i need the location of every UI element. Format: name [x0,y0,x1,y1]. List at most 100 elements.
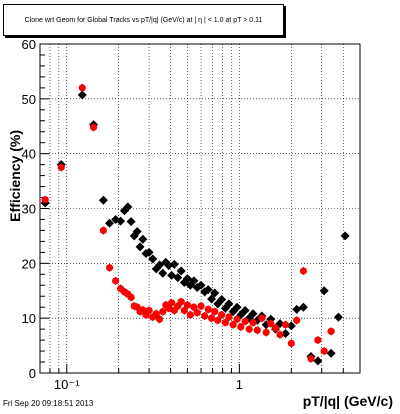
red-series-point [180,306,188,315]
circle-marker [211,307,219,316]
black-series-point [224,299,234,309]
circle-marker [186,311,194,319]
red-series-point [186,310,194,319]
black-series-point [196,280,206,290]
circle-marker [159,307,167,316]
red-series-point [320,347,328,356]
black-series-point [77,90,87,100]
red-series-point [41,195,49,204]
circle-marker [225,313,233,321]
red-series-point [281,320,290,329]
black-series-point [286,321,296,331]
red-series-point [267,319,275,328]
black-series-point [210,288,220,298]
red-series-point [57,163,65,172]
red-series-point [253,326,261,335]
circle-marker [218,311,226,319]
diamond-marker [248,309,258,319]
circle-marker [237,323,245,331]
circle-marker [183,301,191,309]
red-series-point [201,311,209,320]
black-series-point [248,309,258,319]
circle-marker [327,327,335,335]
red-series-point [190,303,198,312]
red-series-point [249,318,257,327]
red-series-point [225,313,233,322]
diamond-marker [132,227,142,237]
black-series-point [138,234,148,244]
red-series-point [155,315,164,324]
black-series-point [135,242,145,252]
black-series-point [189,276,199,286]
circle-marker [99,226,107,235]
black-series-point [176,266,186,276]
circle-marker [207,314,216,322]
circle-marker [193,309,201,317]
circle-marker [293,316,301,324]
y-tick-label: 20 [22,256,36,271]
black-series-point [126,217,136,227]
diamond-marker [340,231,350,241]
circle-marker [201,312,209,320]
diamond-marker [240,305,250,315]
black-series-point [144,247,154,257]
black-series-point [173,273,183,283]
red-series-point [167,298,176,307]
circle-marker [197,302,205,310]
circle-marker [165,304,173,312]
y-tick-label: 40 [22,147,36,162]
diamond-marker [98,195,108,205]
diamond-marker [176,266,186,276]
circle-marker [177,298,185,306]
diamond-marker [319,286,329,296]
diamond-marker [135,242,145,252]
diamond-marker [333,312,343,322]
diamond-marker [116,216,126,226]
circle-marker [320,347,328,355]
red-series-point [177,297,185,306]
black-series-point [217,295,227,305]
circle-marker [253,326,261,334]
black-series-point [333,312,343,322]
circle-marker [167,299,176,307]
circle-marker [155,315,164,323]
circle-marker [89,123,98,131]
chart-title: Clone wrt Geom for Global Tracks vs pT/|… [24,16,263,24]
timestamp-footer: Fri Sep 20 09:18:51 2013 [3,399,94,408]
diamond-marker [123,202,133,212]
red-series-point [165,304,173,313]
red-series-point [99,226,107,235]
data-points [40,83,350,366]
red-series-point [112,276,120,285]
y-tick-label: 0 [29,366,36,381]
diamond-marker [144,247,154,257]
black-series-point [105,218,115,228]
red-series-point [105,263,114,272]
circle-marker [262,328,270,337]
red-series-point [245,325,253,334]
red-series-point [152,309,160,318]
circle-marker [204,305,212,313]
y-axis-title: Efficiency (%) [7,130,23,222]
diamond-marker [196,280,206,290]
red-series-point [127,293,135,302]
black-series-point [203,285,213,295]
red-series-point [145,306,153,315]
circle-marker [307,355,315,363]
red-series-point [183,301,191,310]
red-series-point [89,123,98,132]
diamond-marker [169,259,179,269]
y-tick-label: 30 [22,202,36,217]
black-series-point [240,305,250,315]
red-series-point [314,336,322,345]
diamond-marker [217,295,227,305]
black-series-point [148,254,158,264]
black-series-point [340,231,350,241]
circle-marker [276,331,284,339]
circle-marker [190,303,198,311]
black-series-point [123,202,133,212]
red-series-point [271,324,280,333]
diamond-marker [77,90,87,100]
circle-marker [229,321,237,329]
